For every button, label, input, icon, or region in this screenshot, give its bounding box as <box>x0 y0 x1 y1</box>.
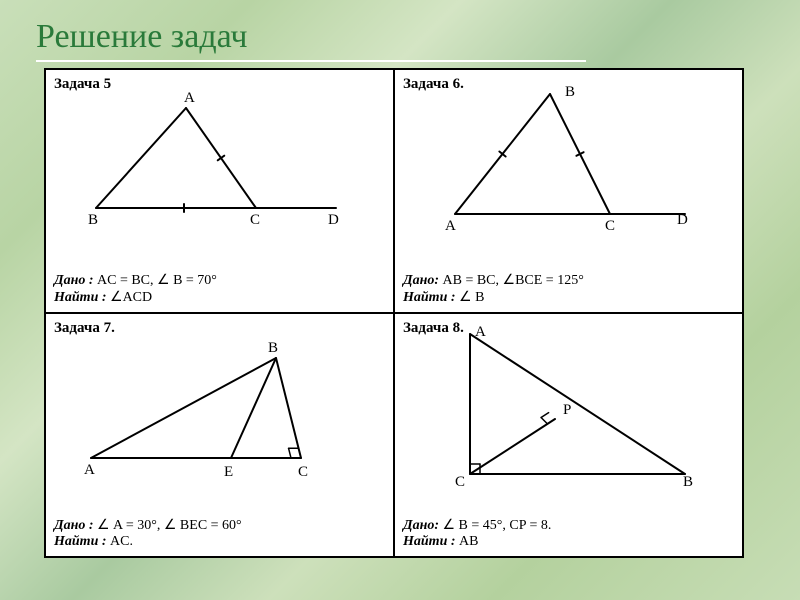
find-label: Найти : <box>403 290 456 305</box>
problem-grid: Задача 5 ABCD Дано : AC = BC, ∠ B = 70° … <box>44 68 744 558</box>
given-label: Дано : <box>54 518 94 533</box>
problem-6-cell: Задача 6. ABCD Дано: AB = BC, ∠BCE = 125… <box>394 69 743 313</box>
find-label: Найти : <box>54 534 107 549</box>
svg-text:A: A <box>84 462 95 478</box>
svg-text:P: P <box>563 402 571 418</box>
svg-text:D: D <box>328 212 339 228</box>
problem-5-text: Дано : AC = BC, ∠ B = 70° Найти : ∠ACD <box>54 270 385 306</box>
problem-8-text: Дано: ∠ B = 45°, CP = 8. Найти : AB <box>403 515 734 550</box>
svg-text:E: E <box>224 464 233 480</box>
find-label: Найти : <box>403 534 456 549</box>
svg-text:D: D <box>677 212 688 228</box>
problem-8-diagram: A C B P <box>415 324 715 494</box>
given-label: Дано: <box>403 518 439 533</box>
svg-text:A: A <box>184 90 195 106</box>
find-value: AC. <box>110 534 133 549</box>
svg-text:C: C <box>605 218 615 234</box>
svg-text:C: C <box>455 474 465 490</box>
svg-text:C: C <box>298 464 308 480</box>
find-value: AB <box>459 534 478 549</box>
svg-text:B: B <box>88 212 98 228</box>
problem-5-diagram: A B C D <box>66 88 366 238</box>
svg-text:C: C <box>250 212 260 228</box>
slide-background: Решение задач Задача 5 ABCD Дано : AC = … <box>0 0 800 600</box>
given-value: AC = BC, ∠ B = 70° <box>97 273 217 288</box>
problem-6-diagram: A B C D <box>415 84 715 234</box>
given-label: Дано : <box>54 273 94 288</box>
problem-6-text: Дано: AB = BC, ∠BCE = 125° Найти : ∠ B <box>403 270 734 306</box>
svg-text:B: B <box>268 340 278 356</box>
svg-text:A: A <box>475 324 486 340</box>
problem-5-cell: Задача 5 ABCD Дано : AC = BC, ∠ B = 70° … <box>45 69 394 313</box>
title-underline <box>36 60 586 62</box>
problem-8-cell: Задача 8. ACBP Дано: ∠ B = 45°, CP = 8. … <box>394 313 743 557</box>
find-value: ∠ACD <box>110 290 152 305</box>
given-value: ∠ A = 30°, ∠ BEC = 60° <box>97 518 242 533</box>
svg-text:B: B <box>565 84 575 100</box>
svg-text:B: B <box>683 474 693 490</box>
problem-7-cell: Задача 7. AECB Дано : ∠ A = 30°, ∠ BEC =… <box>45 313 394 557</box>
find-value: ∠ B <box>459 290 484 305</box>
svg-text:A: A <box>445 218 456 234</box>
problem-7-diagram: A E C B <box>66 328 366 488</box>
problem-7-text: Дано : ∠ A = 30°, ∠ BEC = 60° Найти : AC… <box>54 515 385 550</box>
given-value: AB = BC, ∠BCE = 125° <box>443 273 584 288</box>
given-label: Дано: <box>403 273 439 288</box>
find-label: Найти : <box>54 290 107 305</box>
page-title: Решение задач <box>30 18 770 56</box>
given-value: ∠ B = 45°, CP = 8. <box>443 518 552 533</box>
